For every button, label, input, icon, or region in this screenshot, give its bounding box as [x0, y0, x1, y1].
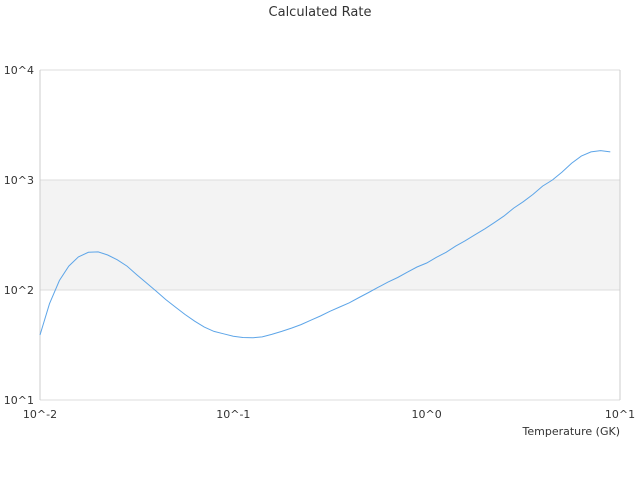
x-tick-label: 10^-1 — [216, 408, 250, 421]
y-tick-label: 10^2 — [4, 284, 34, 297]
shaded-band — [40, 180, 620, 290]
x-tick-label: 10^-2 — [23, 408, 57, 421]
plot-area: 10^1 10^2 10^3 10^4 10^-2 10^-1 10^0 10^1 — [4, 64, 635, 421]
x-axis-title: Temperature (GK) — [522, 425, 621, 438]
x-tick-label: 10^0 — [412, 408, 442, 421]
y-tick-label: 10^3 — [4, 174, 34, 187]
y-tick-label: 10^4 — [4, 64, 34, 77]
y-tick-label: 10^1 — [4, 394, 34, 407]
series-line — [39, 150, 611, 339]
x-tick-label: 10^1 — [605, 408, 635, 421]
chart-title: Calculated Rate — [269, 5, 372, 20]
